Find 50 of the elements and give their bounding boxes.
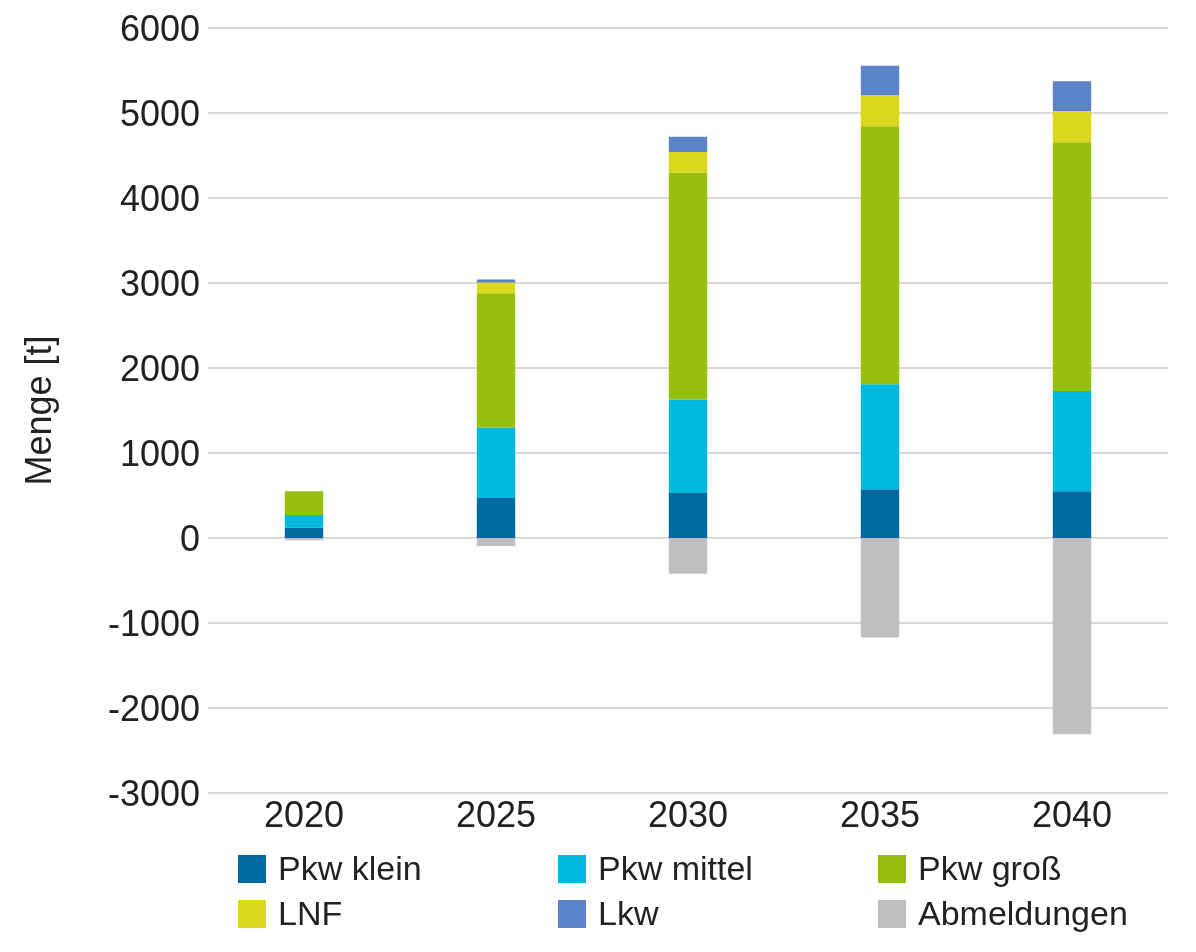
bar: [476, 279, 516, 283]
legend-label: LNF: [278, 894, 343, 933]
y-axis-title: Menge [t]: [17, 335, 59, 486]
bar: [860, 538, 900, 638]
y-tick-label: 4000: [119, 177, 200, 219]
bar: [284, 515, 324, 528]
bar: [668, 399, 708, 493]
y-tick-label: 5000: [119, 92, 200, 134]
bar: [284, 527, 324, 538]
bar: [1052, 491, 1092, 538]
x-tick-label: 2035: [839, 793, 921, 835]
bar: [860, 384, 900, 490]
bar: [860, 95, 900, 127]
y-tick-label: -2000: [107, 687, 200, 729]
y-tick-label: 3000: [119, 262, 200, 304]
legend-label: Abmeldungen: [918, 894, 1128, 933]
bar: [284, 538, 324, 541]
legend-label: Lkw: [598, 894, 659, 933]
y-tick-label: 6000: [119, 7, 200, 49]
bar: [1052, 110, 1092, 143]
bar: [668, 172, 708, 400]
x-tick-label: 2025: [455, 793, 537, 835]
bar: [668, 492, 708, 538]
legend-label: Pkw klein: [278, 849, 422, 888]
legend-label: Pkw mittel: [598, 849, 753, 888]
bar: [476, 282, 516, 294]
x-tick-label: 2020: [263, 793, 345, 835]
bar: [1052, 390, 1092, 492]
y-tick-label: -1000: [107, 602, 200, 644]
bar: [860, 126, 900, 385]
bar: [284, 491, 324, 516]
y-tick-label: -3000: [107, 772, 200, 814]
y-tick-label: 0: [179, 517, 200, 559]
legend-label: Pkw groß: [918, 849, 1062, 888]
bar: [476, 293, 516, 428]
bar: [476, 538, 516, 547]
bar: [860, 65, 900, 96]
x-tick-label: 2030: [647, 793, 729, 835]
bar: [1052, 142, 1092, 391]
bar: [668, 136, 708, 153]
bar: [668, 538, 708, 574]
bar: [476, 498, 516, 538]
y-tick-label: 1000: [119, 432, 200, 474]
x-tick-label: 2040: [1031, 793, 1113, 835]
bar: [1052, 538, 1092, 735]
bar: [476, 427, 516, 499]
y-tick-label: 2000: [119, 347, 200, 389]
bar: [668, 152, 708, 173]
bar: [860, 489, 900, 538]
bar: [1052, 81, 1092, 111]
